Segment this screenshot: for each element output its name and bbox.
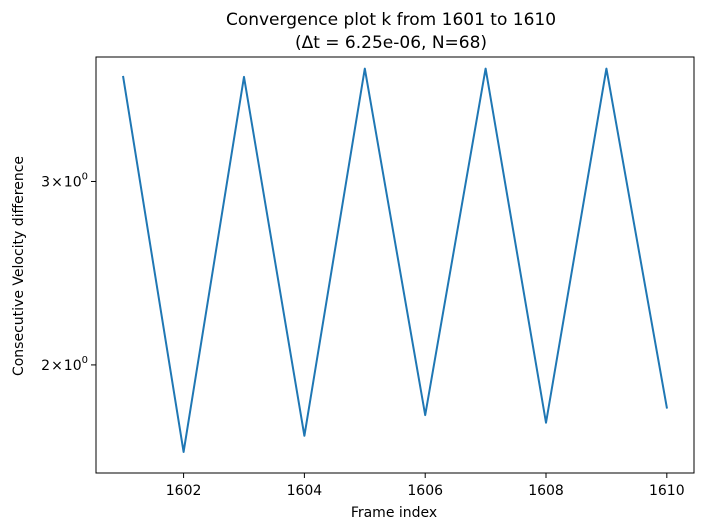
- y-axis-ticks: 2×100 3×100: [41, 171, 96, 374]
- x-axis-label: Frame index: [351, 505, 437, 521]
- x-axis-ticks: 1602 1604 1606 1608 1610: [166, 473, 685, 499]
- chart-subtitle: (Δt = 6.25e-06, N=68): [295, 33, 487, 53]
- y-axis-label: Consecutive Velocity difference: [11, 156, 27, 376]
- y-tick-label: 2×100: [41, 355, 88, 374]
- x-tick-label: 1606: [407, 483, 443, 499]
- y-tick-label: 3×100: [41, 171, 88, 190]
- series-line-0: [122, 67, 668, 453]
- plot-frame: [95, 56, 695, 474]
- x-tick-label: 1602: [166, 483, 202, 499]
- chart-title: Convergence plot k from 1601 to 1610: [226, 10, 556, 30]
- x-tick-label: 1604: [287, 483, 323, 499]
- plot-area: [122, 67, 668, 453]
- x-tick-label: 1608: [528, 483, 564, 499]
- x-tick-label: 1610: [649, 483, 685, 499]
